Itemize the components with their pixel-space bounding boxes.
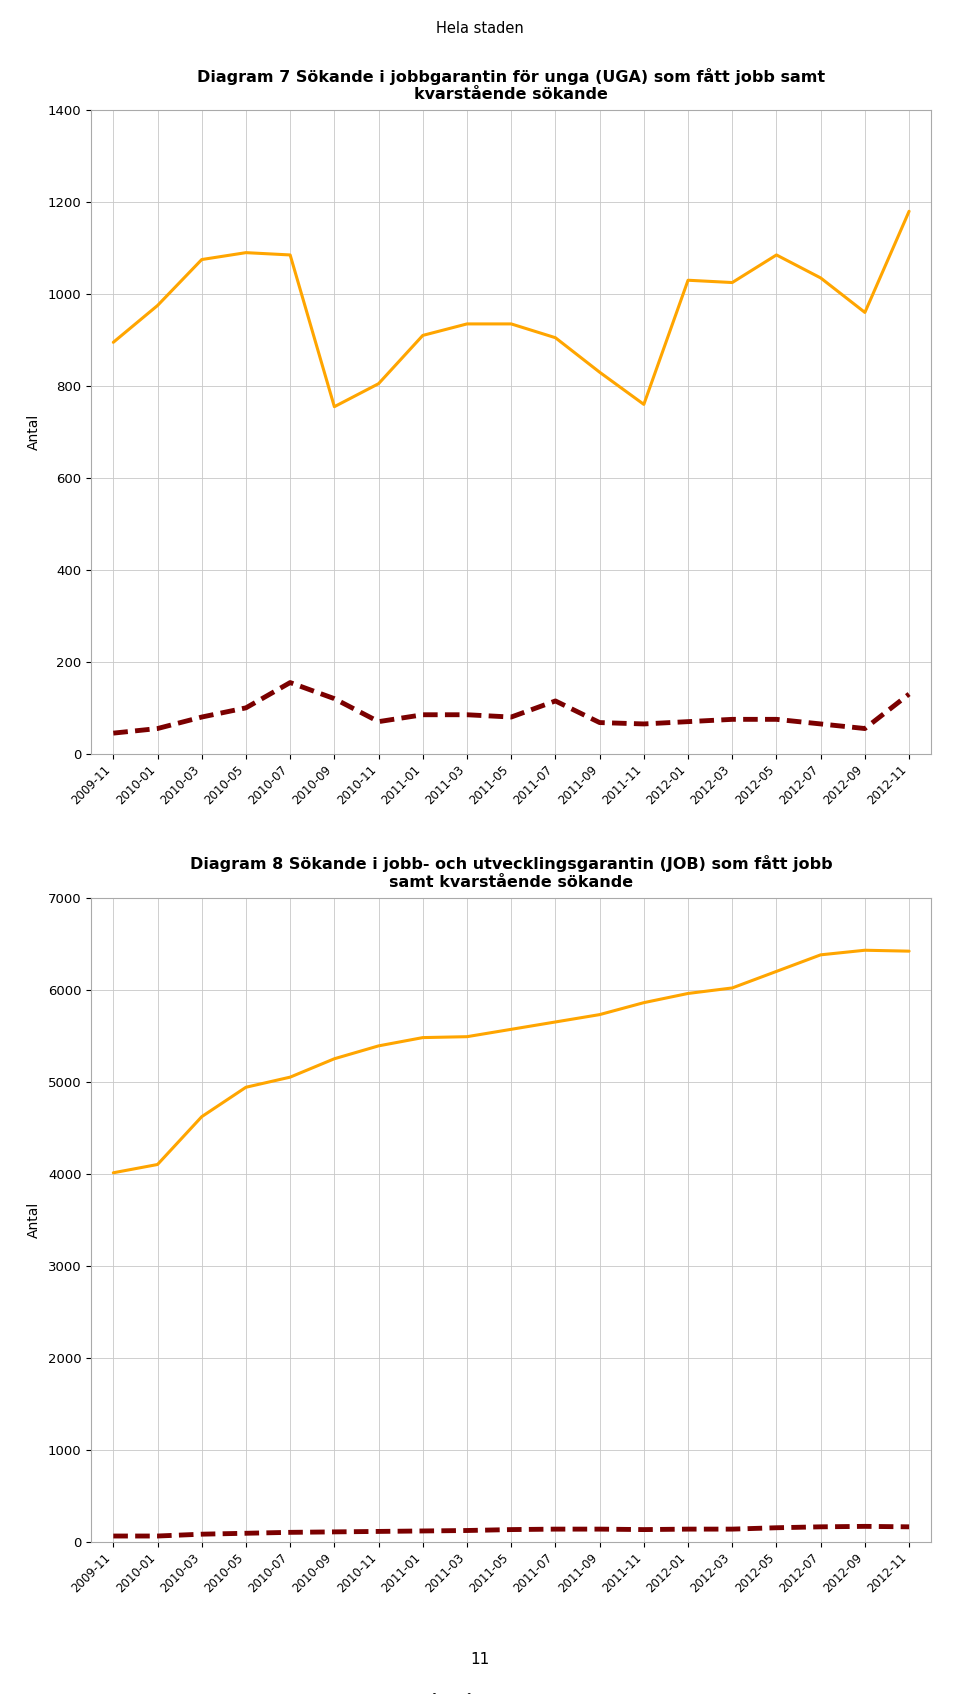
Legend: Samtliga som gått från JOB till arbete, Sökande i JOB: Samtliga som gått från JOB till arbete, … — [271, 1687, 752, 1694]
Y-axis label: Antal: Antal — [27, 1201, 41, 1238]
Text: Hela staden: Hela staden — [436, 20, 524, 36]
Y-axis label: Antal: Antal — [27, 413, 40, 451]
Text: 11: 11 — [470, 1652, 490, 1667]
Title: Diagram 7 Sökande i jobbgarantin för unga (UGA) som fått jobb samt
kvarstående s: Diagram 7 Sökande i jobbgarantin för ung… — [197, 68, 826, 102]
Legend: Samtliga som gått från UGA till arbete, Sökande i UGA: Samtliga som gått från UGA till arbete, … — [265, 900, 757, 927]
Title: Diagram 8 Sökande i jobb- och utvecklingsgarantin (JOB) som fått jobb
samt kvars: Diagram 8 Sökande i jobb- och utveckling… — [190, 855, 832, 889]
